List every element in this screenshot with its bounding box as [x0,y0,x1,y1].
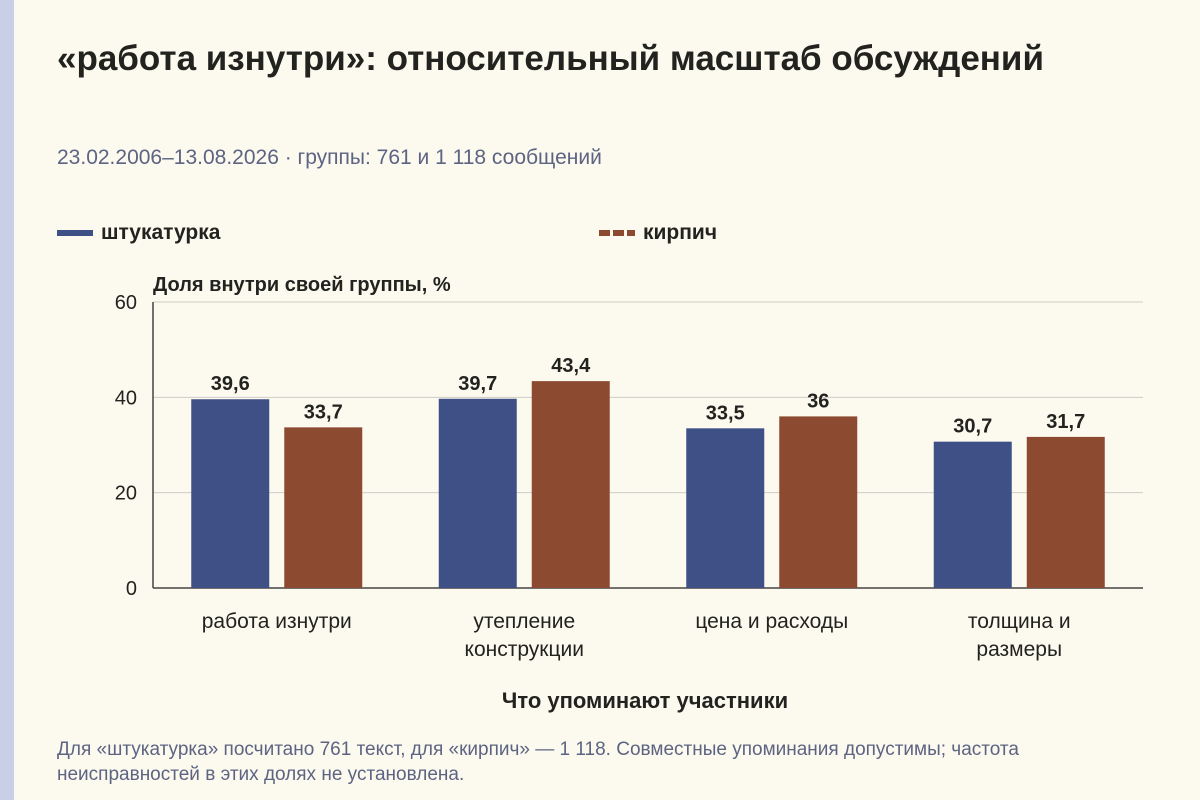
bar [284,427,363,588]
legend-swatch-brick [599,230,635,236]
bar [438,398,517,588]
x-axis-label: Что упоминают участники [502,688,788,713]
data-label: 39,7 [458,373,497,395]
y-axis-label: Доля внутри своей группы, % [153,274,451,296]
data-label: 33,5 [706,402,745,424]
bar [686,428,765,588]
legend-item-plaster: штукатурка [57,220,220,246]
bar [531,381,610,588]
legend-item-brick: кирпич [599,220,717,246]
data-label: 43,4 [551,355,591,377]
data-label: 31,7 [1046,411,1085,433]
chart-footnote: Для «штукатурка» посчитано 761 текст, дл… [57,739,1019,785]
bar [191,399,270,588]
data-label: 33,7 [304,401,343,423]
y-tick-label: 40 [115,387,137,409]
x-tick-label: конструкции [465,638,584,661]
chart-title: «работа изнутри»: относительный масштаб … [57,39,1044,78]
x-tick-label: утепление [473,610,575,633]
legend-label-brick: кирпич [643,221,718,244]
left-accent-strip [0,0,14,800]
legend-swatch-plaster [57,230,93,236]
y-tick-label: 60 [115,292,137,314]
bar [1026,436,1105,588]
data-label: 39,6 [211,373,250,395]
y-tick-label: 20 [115,483,137,505]
x-tick-label: толщина и [968,610,1071,633]
bar [779,416,858,588]
y-tick-label: 0 [126,578,137,600]
data-label: 36 [807,390,829,412]
chart-subtitle: 23.02.2006–13.08.2026 · группы: 761 и 1 … [57,146,602,169]
bar [933,441,1012,588]
data-label: 30,7 [953,416,992,438]
x-tick-label: цена и расходы [695,610,848,633]
legend-label-plaster: штукатурка [101,221,221,244]
x-tick-label: размеры [976,638,1062,661]
x-tick-label: работа изнутри [202,610,352,633]
